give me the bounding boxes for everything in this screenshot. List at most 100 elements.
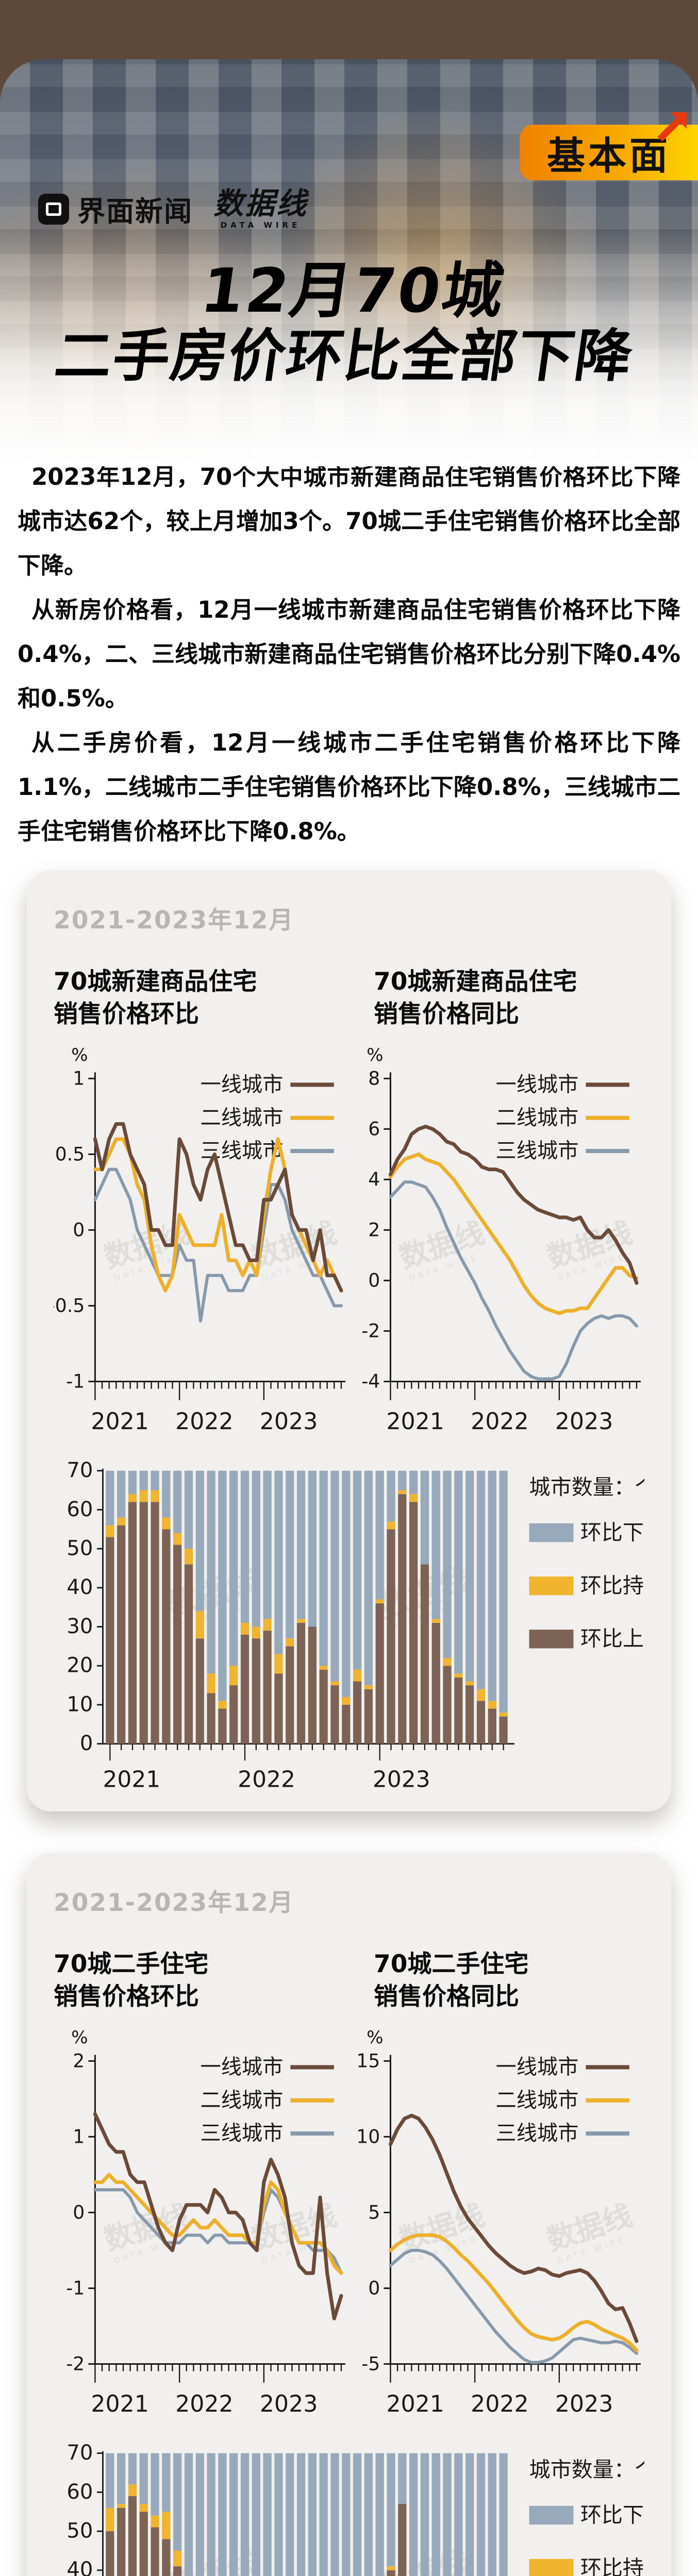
svg-text:0: 0 bbox=[368, 1269, 380, 1292]
paragraph-new-homes: 从新房价格看，12月一线城市新建商品住宅销售价格环比下降0.4%，二、三线城市新… bbox=[18, 596, 680, 712]
svg-text:0.5: 0.5 bbox=[55, 1143, 85, 1165]
chart-title-row: 70城二手住宅 销售价格环比 70城二手住宅 销售价格同比 bbox=[54, 1948, 644, 2013]
svg-text:-1: -1 bbox=[66, 1370, 85, 1393]
paragraph-overview: 2023年12月，70个大中城市新建商品住宅销售价格环比下降城市达62个，较上月… bbox=[18, 463, 680, 579]
svg-text:20: 20 bbox=[67, 1654, 93, 1677]
svg-text:2023: 2023 bbox=[555, 1409, 613, 1435]
svg-text:二线城市: 二线城市 bbox=[201, 2088, 284, 2112]
datawire-logo-subtext: DATA WIRE bbox=[220, 221, 301, 230]
svg-text:2021: 2021 bbox=[91, 1409, 149, 1435]
svg-text:10: 10 bbox=[356, 2125, 380, 2147]
page-title-line1: 12月70城 bbox=[196, 255, 510, 326]
svg-text:2022: 2022 bbox=[175, 1409, 234, 1435]
datawire-logo-text: 数据线 bbox=[213, 186, 308, 221]
svg-text:一线城市: 一线城市 bbox=[496, 1073, 579, 1097]
svg-text:-5: -5 bbox=[361, 2352, 380, 2375]
svg-text:2: 2 bbox=[73, 2049, 85, 2072]
svg-text:2022: 2022 bbox=[175, 2391, 234, 2417]
svg-text:4: 4 bbox=[368, 1168, 380, 1190]
jiemian-logo-icon bbox=[38, 193, 69, 225]
svg-text:40: 40 bbox=[67, 1575, 93, 1599]
svg-text:8: 8 bbox=[368, 1067, 380, 1089]
svg-text:%: % bbox=[367, 2027, 383, 2048]
panel-period-label: 2021-2023年12月 bbox=[54, 1888, 294, 1917]
svg-text:10: 10 bbox=[67, 1693, 93, 1717]
jiemian-icon-glyph bbox=[46, 202, 61, 216]
svg-text:-0.5: -0.5 bbox=[54, 1295, 85, 1317]
svg-text:0: 0 bbox=[73, 1218, 85, 1241]
svg-text:环比下降: 环比下降 bbox=[580, 1520, 644, 1545]
svg-text:三线城市: 三线城市 bbox=[496, 1139, 579, 1163]
svg-text:%: % bbox=[71, 1045, 88, 1065]
svg-text:-2: -2 bbox=[66, 2352, 85, 2375]
svg-text:二线城市: 二线城市 bbox=[496, 1106, 579, 1130]
page-title-line2: 二手房价环比全部下降 bbox=[51, 323, 638, 389]
chart-title-new-yoy: 70城新建商品住宅 销售价格同比 bbox=[374, 968, 577, 1028]
jiemian-logo: 界面新闻 bbox=[38, 189, 193, 229]
svg-text:2021: 2021 bbox=[103, 1767, 161, 1791]
hero-header: 界面新闻 数据线 DATA WIRE 基本面 12月70城 二手房价环比全部下降 bbox=[0, 0, 698, 466]
svg-text:-2: -2 bbox=[361, 1320, 380, 1342]
chart-title-secondhand-yoy: 70城二手住宅 销售价格同比 bbox=[374, 1950, 529, 2011]
logo-row: 界面新闻 数据线 DATA WIRE bbox=[38, 189, 308, 229]
svg-text:30: 30 bbox=[67, 1615, 93, 1638]
panel-new-homes: 2021-2023年12月 70城新建商品住宅 销售价格环比 70城新建商品住宅… bbox=[27, 870, 671, 1811]
jiemian-logo-text: 界面新闻 bbox=[77, 195, 193, 228]
svg-text:一线城市: 一线城市 bbox=[496, 2055, 579, 2079]
svg-text:0: 0 bbox=[368, 2277, 380, 2299]
svg-text:%: % bbox=[367, 1045, 383, 1065]
svg-text:环比持平: 环比持平 bbox=[580, 1573, 644, 1598]
chart-title-new-mom: 70城新建商品住宅 销售价格环比 bbox=[54, 968, 257, 1028]
chart-title-secondhand-mom: 70城二手住宅 销售价格环比 bbox=[54, 1950, 209, 2011]
svg-text:15: 15 bbox=[356, 2049, 380, 2072]
svg-text:2022: 2022 bbox=[471, 1409, 529, 1435]
svg-text:2023: 2023 bbox=[260, 2391, 318, 2417]
paragraph-secondhand-homes: 从二手房价看，12月一线城市二手住宅销售价格环比下降1.1%，二线城市二手住宅销… bbox=[18, 729, 680, 845]
svg-text:环比上涨: 环比上涨 bbox=[580, 1626, 644, 1651]
svg-text:二线城市: 二线城市 bbox=[496, 2088, 579, 2112]
svg-text:2021: 2021 bbox=[91, 2391, 149, 2417]
svg-text:1: 1 bbox=[73, 1067, 85, 1089]
svg-text:三线城市: 三线城市 bbox=[496, 2122, 579, 2145]
svg-text:2023: 2023 bbox=[555, 2391, 613, 2417]
svg-text:-1: -1 bbox=[66, 2277, 85, 2299]
panel-secondhand-homes: 2021-2023年12月 70城二手住宅 销售价格环比 70城二手住宅 销售价… bbox=[27, 1852, 671, 2576]
svg-text:环比下降: 环比下降 bbox=[580, 2502, 644, 2527]
svg-text:三线城市: 三线城市 bbox=[201, 2122, 284, 2145]
svg-text:40: 40 bbox=[67, 2558, 93, 2576]
panel-period-label: 2021-2023年12月 bbox=[54, 906, 294, 935]
jibenmian-badge: 基本面 bbox=[520, 112, 698, 180]
svg-text:5: 5 bbox=[368, 2201, 380, 2223]
svg-text:2023: 2023 bbox=[373, 1767, 430, 1791]
datawire-logo: 数据线 DATA WIRE bbox=[213, 189, 308, 229]
summary-text: 2023年12月，70个大中城市新建商品住宅销售价格环比下降城市达62个，较上月… bbox=[0, 455, 698, 854]
svg-text:0: 0 bbox=[80, 1732, 93, 1755]
svg-text:二线城市: 二线城市 bbox=[201, 1106, 284, 1130]
svg-text:70: 70 bbox=[67, 2441, 93, 2465]
jibenmian-badge-text: 基本面 bbox=[547, 133, 671, 178]
svg-text:50: 50 bbox=[67, 2519, 93, 2543]
svg-text:60: 60 bbox=[67, 2480, 93, 2503]
svg-text:2021: 2021 bbox=[386, 2391, 444, 2417]
svg-text:2022: 2022 bbox=[238, 1767, 295, 1791]
svg-text:一线城市: 一线城市 bbox=[201, 1073, 284, 1097]
svg-text:2021: 2021 bbox=[386, 1409, 444, 1435]
svg-text:环比持平: 环比持平 bbox=[580, 2555, 644, 2576]
svg-text:2: 2 bbox=[368, 1218, 380, 1241]
svg-text:2023: 2023 bbox=[260, 1409, 318, 1435]
svg-text:60: 60 bbox=[67, 1498, 93, 1521]
line-chart-row: 数据线 DATA WIRE 数据线 DATA WIRE% 2 1 0 -1 -2 2021 2022… bbox=[54, 2022, 644, 2431]
svg-text:城市数量：个: 城市数量：个 bbox=[529, 1475, 644, 1500]
svg-text:0: 0 bbox=[73, 2201, 85, 2223]
svg-text:70: 70 bbox=[67, 1459, 93, 1482]
svg-text:%: % bbox=[71, 2027, 88, 2048]
svg-text:1: 1 bbox=[73, 2125, 85, 2147]
